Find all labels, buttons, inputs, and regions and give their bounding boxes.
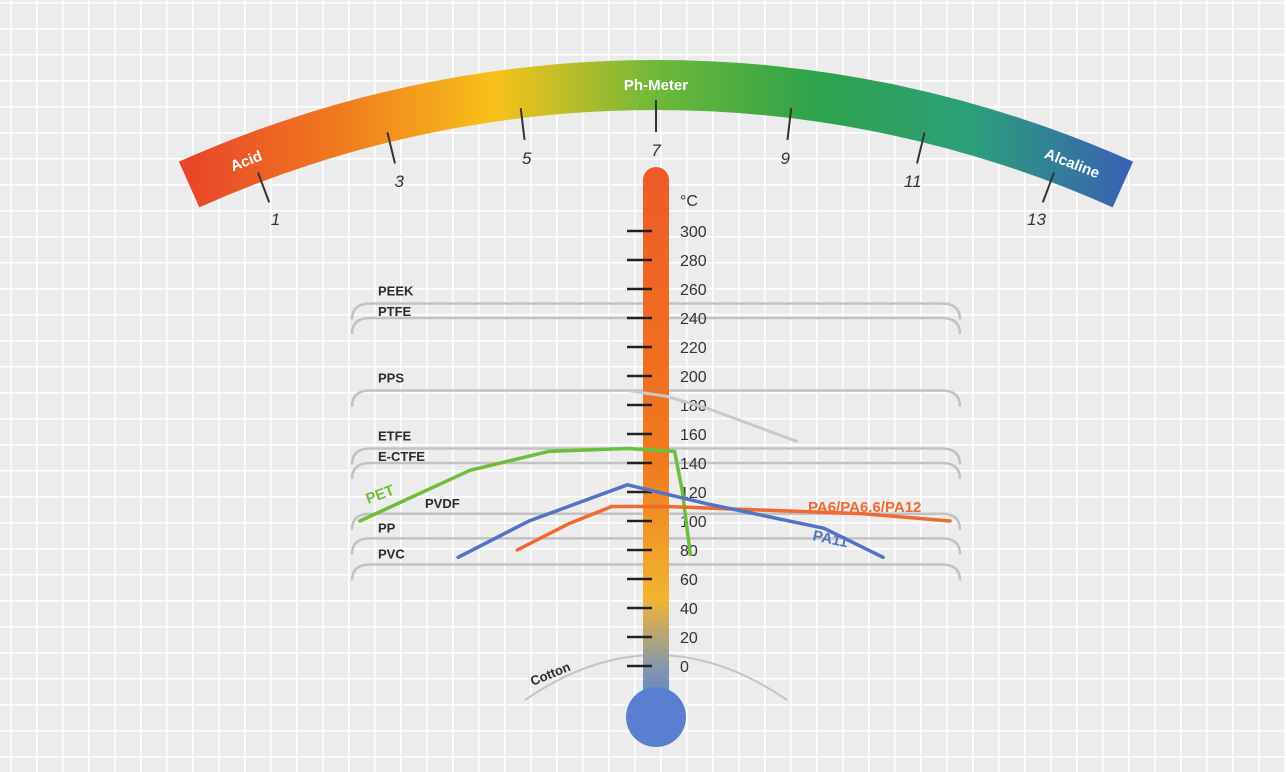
chart-title: Ph-Meter — [624, 77, 688, 94]
ph-tick-label: 9 — [781, 149, 791, 168]
ph-band — [178, 60, 1134, 208]
material-label: PVDF — [425, 496, 460, 511]
temperature-tick-label: 220 — [680, 340, 707, 357]
ph-tick-mark — [1041, 172, 1056, 203]
ph-tick-label: 11 — [904, 172, 922, 191]
ph-tick-label: 5 — [522, 149, 532, 168]
temperature-tick-label: 300 — [680, 224, 707, 241]
temperature-tick-label: 0 — [680, 659, 689, 676]
temperature-tick-label: 200 — [680, 369, 707, 386]
thermometer-tube — [643, 167, 669, 707]
material-label: E-CTFE — [378, 449, 425, 464]
material-label: PVC — [378, 547, 405, 562]
temperature-tick-label: 240 — [680, 311, 707, 328]
material-label: PTFE — [378, 304, 412, 319]
ph-tick-label: 3 — [395, 172, 405, 191]
series-label: PA6/PA6.6/PA12 — [808, 499, 921, 516]
material-label: PP — [378, 520, 396, 535]
ph-tick-mark — [786, 108, 793, 141]
ph-tick-mark — [519, 108, 526, 141]
series-line-pet — [358, 446, 693, 557]
material-label: PEEK — [378, 284, 414, 299]
temperature-tick-label: 260 — [680, 282, 707, 299]
ph-tick-mark — [386, 132, 396, 164]
temperature-tick-label: 20 — [680, 630, 698, 647]
temperature-tick-label: 140 — [680, 456, 707, 473]
ph-tick-mark — [916, 132, 926, 164]
thermometer-bulb — [626, 687, 686, 747]
series-line-pa11 — [456, 483, 885, 560]
ph-tick-mark — [256, 172, 271, 203]
temperature-tick-label: 280 — [680, 253, 707, 270]
material-label: ETFE — [378, 429, 412, 444]
temperature-tick-label: 40 — [680, 601, 698, 618]
temperature-tick-label: 60 — [680, 572, 698, 589]
ph-tick-label: 1 — [271, 210, 280, 229]
temperature-tick-label: 160 — [680, 427, 707, 444]
material-label: PPS — [378, 371, 404, 386]
series-line-pvdf — [625, 389, 799, 443]
series-line-pa6-pa6-6-pa12 — [515, 504, 952, 552]
temperature-unit: °C — [680, 193, 698, 210]
ph-tick-label: 7 — [651, 141, 661, 160]
ph-tick-label: 13 — [1027, 210, 1046, 229]
